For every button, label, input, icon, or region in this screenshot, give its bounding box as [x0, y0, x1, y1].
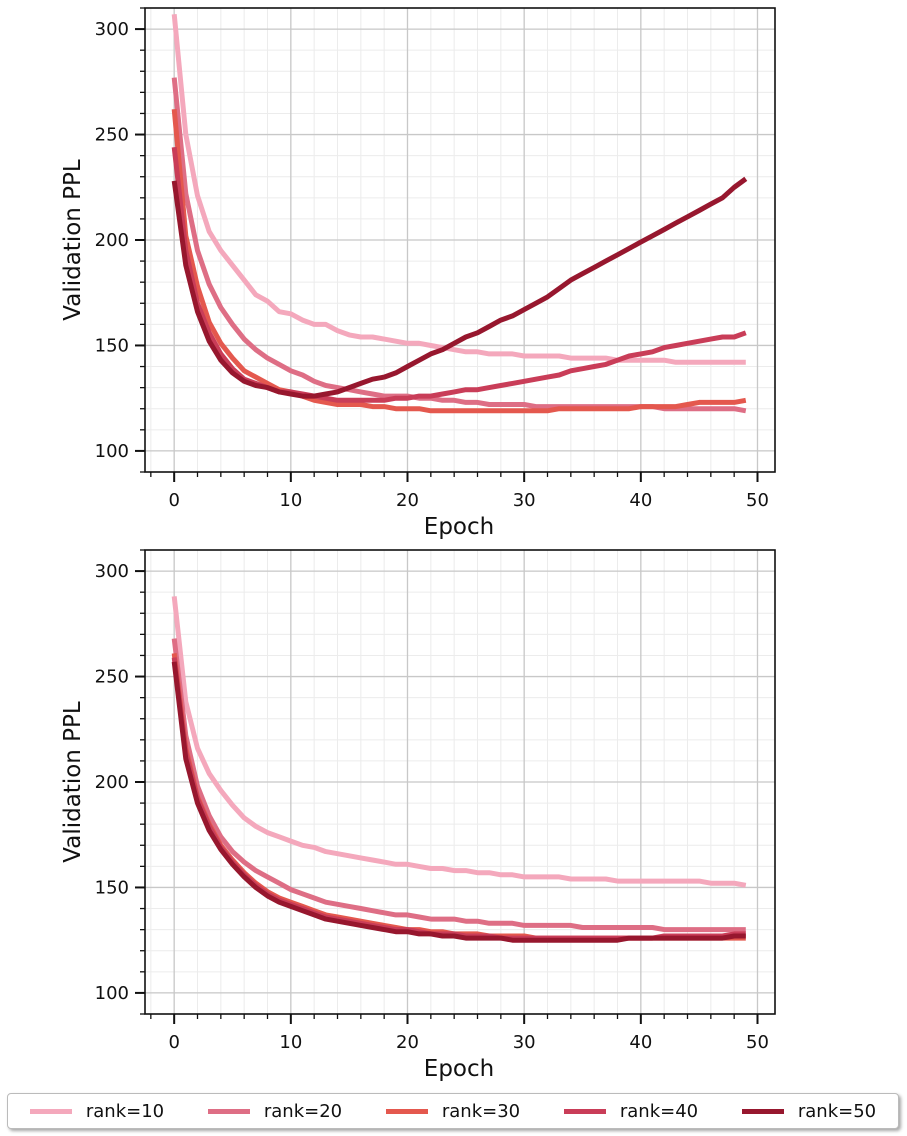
- x-tick-label: 10: [279, 1032, 302, 1053]
- x-axis-label: Epoch: [424, 1056, 494, 1082]
- bottom-panel: 0 10 20 30 40 50 100 150 200 250 300 Epoch Validatio…: [60, 549, 776, 1082]
- legend-swatch: [207, 1108, 250, 1114]
- x-tick-label: 20: [396, 1032, 419, 1053]
- legend-label: rank=40: [619, 1100, 699, 1122]
- x-tick-label: 0: [168, 490, 179, 511]
- series-line-rank-50: [171, 176, 748, 399]
- series-line-rank-20: [171, 638, 746, 933]
- x-tick-label: 50: [746, 490, 769, 511]
- x-tick-label: 50: [746, 1032, 769, 1053]
- x-tick-label: 40: [629, 490, 652, 511]
- y-tick-label: 200: [95, 230, 129, 251]
- legend-label: rank=10: [85, 1100, 165, 1122]
- x-tick-label: 30: [513, 1032, 536, 1053]
- y-tick-label: 200: [95, 772, 129, 793]
- y-tick-label: 100: [95, 983, 129, 1004]
- series-line-rank-40: [171, 657, 746, 941]
- series-line-rank-30: [171, 652, 746, 941]
- legend-item-rank-40: rank=40: [563, 1100, 699, 1122]
- legend-swatch: [385, 1108, 428, 1114]
- legend-label: rank=30: [441, 1100, 521, 1122]
- y-tick-label: 150: [95, 335, 129, 356]
- y-tick-label: 150: [95, 877, 129, 898]
- y-tick-label: 250: [95, 125, 129, 146]
- y-axis-label: Validation PPL: [60, 701, 86, 863]
- legend-item-rank-30: rank=30: [385, 1100, 521, 1122]
- x-tick-label: 40: [629, 1032, 652, 1053]
- legend-swatch: [563, 1108, 606, 1114]
- y-tick-label: 300: [95, 561, 129, 582]
- legend-item-rank-20: rank=20: [207, 1100, 343, 1122]
- x-tick-label: 20: [396, 490, 419, 511]
- x-axis-label: Epoch: [424, 514, 494, 540]
- legend-swatch: [29, 1108, 72, 1114]
- series-line-rank-30: [171, 108, 747, 414]
- legend-label: rank=20: [263, 1100, 343, 1122]
- legend-item-rank-50: rank=50: [741, 1100, 877, 1122]
- x-tick-label: 10: [279, 490, 302, 511]
- legend-label: rank=50: [797, 1100, 877, 1122]
- legend-swatch: [741, 1108, 784, 1114]
- y-tick-label: 250: [95, 667, 129, 688]
- series-line-rank-50: [171, 661, 746, 943]
- y-axis-label: Validation PPL: [60, 159, 86, 321]
- legend-item-rank-10: rank=10: [29, 1100, 165, 1122]
- series-line-rank-10: [171, 596, 747, 888]
- top-panel: 0 10 20 30 40 50 100 150 200 250 300 Epoch Validatio…: [60, 7, 776, 540]
- x-tick-label: 30: [513, 490, 536, 511]
- legend: rank=10 rank=20 rank=30 rank=40 rank=50: [7, 1093, 899, 1129]
- series-line-rank-10: [171, 14, 746, 365]
- y-tick-label: 300: [95, 19, 129, 40]
- y-tick-label: 100: [95, 441, 129, 462]
- x-tick-label: 0: [168, 1032, 179, 1053]
